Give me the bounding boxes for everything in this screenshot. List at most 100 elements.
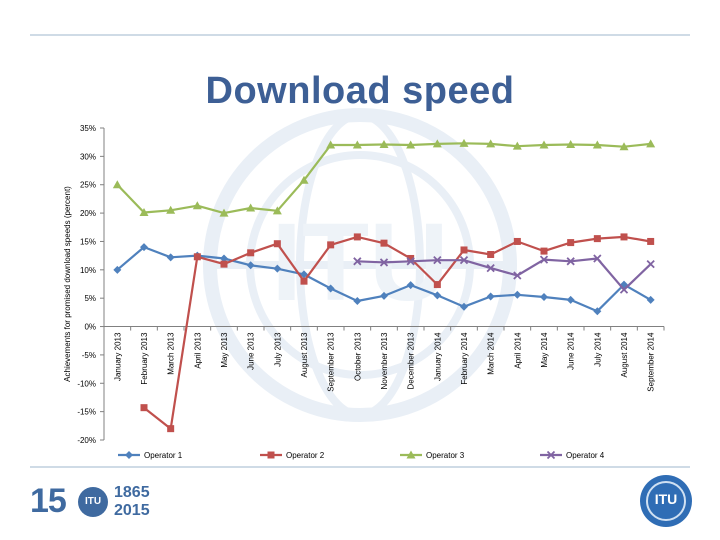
x-tick-label: January 2014 [433, 332, 442, 381]
data-point-operator-3 [299, 175, 309, 184]
data-point-operator-1 [273, 264, 282, 273]
x-tick-label: March 2013 [167, 332, 176, 375]
data-point-operator-2 [593, 235, 601, 243]
data-point-operator-2 [513, 237, 521, 245]
data-point-operator-4 [619, 285, 629, 294]
x-tick-label: September 2014 [647, 332, 656, 392]
data-point-operator-1 [646, 295, 655, 304]
data-point-operator-1 [406, 281, 415, 290]
y-tick-label: -10% [77, 379, 96, 388]
data-point-operator-2 [140, 404, 148, 412]
data-point-operator-4 [379, 258, 389, 267]
data-point-operator-2 [220, 260, 228, 268]
data-point-operator-3 [406, 140, 416, 149]
data-point-operator-3 [592, 140, 602, 149]
y-tick-label: 0% [84, 323, 96, 332]
data-point-operator-4 [353, 257, 362, 266]
legend-marker-operator-2 [267, 451, 275, 459]
data-point-operator-1 [326, 284, 335, 293]
data-point-operator-4 [486, 263, 495, 273]
x-tick-label: February 2014 [460, 332, 469, 385]
data-point-operator-3 [326, 140, 336, 149]
x-tick-label: June 2014 [567, 332, 576, 370]
x-tick-label: November 2013 [380, 332, 389, 389]
y-tick-label: 30% [80, 152, 96, 161]
data-point-operator-2 [247, 249, 255, 257]
itu-watermark-icon: ITU [203, 108, 517, 422]
data-point-operator-4 [593, 254, 602, 263]
data-point-operator-1 [540, 293, 548, 302]
legend-marker-operator-4 [546, 450, 556, 460]
data-point-operator-4 [433, 256, 442, 265]
data-point-operator-1 [300, 270, 308, 279]
page-title: Download speed [205, 70, 515, 112]
data-point-operator-2 [460, 246, 468, 254]
data-point-operator-4 [406, 257, 415, 266]
x-tick-label: January 2013 [113, 332, 122, 381]
data-point-operator-3 [566, 139, 576, 148]
data-point-operator-1 [566, 295, 575, 304]
data-point-operator-2 [353, 233, 361, 241]
x-tick-label: July 2014 [593, 332, 602, 367]
data-point-operator-4 [459, 256, 469, 265]
data-point-operator-3 [192, 201, 202, 210]
data-point-operator-3 [246, 203, 256, 212]
legend-marker-operator-3 [406, 450, 416, 459]
legend-marker-operator-1 [125, 451, 133, 459]
data-point-operator-3 [352, 140, 362, 149]
data-point-operator-2 [647, 237, 655, 245]
data-point-operator-2 [380, 239, 388, 247]
data-point-operator-1 [380, 291, 388, 300]
data-point-operator-1 [460, 302, 468, 311]
data-point-operator-3 [139, 208, 149, 217]
data-point-operator-3 [272, 206, 282, 215]
top-rule [30, 34, 690, 36]
data-point-operator-1 [593, 307, 602, 316]
data-point-operator-1 [140, 243, 148, 252]
legend-label-operator-3: Operator 3 [426, 451, 465, 460]
y-tick-label: 10% [80, 266, 96, 275]
x-tick-label: August 2014 [620, 332, 629, 377]
y-tick-label: 20% [80, 209, 96, 218]
data-point-operator-3 [512, 141, 522, 150]
data-point-operator-3 [166, 205, 176, 214]
y-tick-label: 35% [80, 124, 96, 133]
itu-150-years-logo: 15 ITU 1865 2015 [30, 482, 150, 520]
data-point-operator-3 [459, 138, 469, 147]
data-point-operator-1 [113, 265, 122, 274]
data-point-operator-4 [566, 257, 575, 266]
x-tick-label: June 2013 [247, 332, 256, 370]
data-point-operator-1 [220, 254, 228, 263]
data-point-operator-3 [432, 139, 442, 148]
data-point-operator-2 [620, 233, 628, 241]
data-point-operator-3 [379, 139, 389, 148]
x-tick-label: September 2013 [327, 332, 336, 392]
data-point-operator-4 [539, 255, 549, 264]
data-point-operator-1 [166, 253, 175, 262]
y-tick-label: 5% [84, 294, 96, 303]
x-tick-label: April 2014 [513, 332, 522, 369]
x-tick-label: December 2013 [407, 332, 416, 389]
data-point-operator-3 [619, 142, 629, 151]
x-tick-label: May 2014 [540, 332, 549, 368]
data-point-operator-2 [567, 239, 575, 247]
data-point-operator-2 [540, 247, 548, 255]
data-point-operator-4 [513, 271, 522, 280]
legend-label-operator-2: Operator 2 [286, 451, 325, 460]
x-tick-label: April 2013 [193, 332, 202, 369]
data-point-operator-2 [407, 254, 415, 262]
y-tick-label: -15% [77, 408, 96, 417]
y-tick-label: -20% [77, 436, 96, 445]
data-point-operator-1 [433, 291, 442, 300]
data-point-operator-2 [193, 253, 201, 261]
data-point-operator-3 [112, 180, 122, 189]
data-point-operator-3 [486, 139, 496, 148]
data-point-operator-1 [513, 290, 522, 299]
data-point-operator-2 [300, 277, 308, 285]
x-tick-label: July 2013 [273, 332, 282, 367]
data-point-operator-3 [539, 140, 549, 149]
x-tick-label: March 2014 [487, 332, 496, 375]
itu-logo-icon: ITU [640, 475, 692, 527]
legend-label-operator-1: Operator 1 [144, 451, 183, 460]
y-tick-label: -5% [82, 351, 96, 360]
